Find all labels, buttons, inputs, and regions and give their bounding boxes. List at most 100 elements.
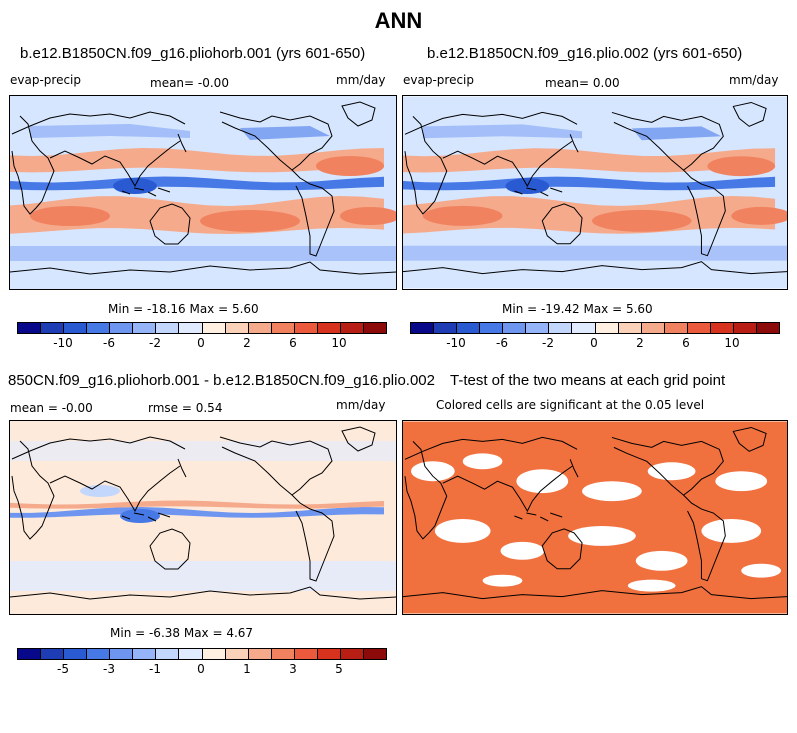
coastline — [732, 426, 767, 452]
colorbar-swatch — [132, 649, 156, 659]
coastline — [177, 458, 187, 478]
coastline — [49, 140, 181, 188]
colorbar-tick-label: 1 — [243, 662, 251, 676]
colorbar-swatch — [109, 323, 133, 333]
so-diff — [10, 561, 396, 591]
non-significant-area — [715, 471, 768, 492]
pacific-evap-core — [200, 210, 300, 232]
coastline — [121, 187, 171, 197]
colorbar-swatch — [571, 323, 595, 333]
colorbar-tick-label: 2 — [636, 336, 644, 350]
coastline — [121, 512, 171, 522]
satl-evap-core — [731, 206, 787, 225]
coastline — [10, 586, 396, 600]
panel1-minmax: Min = -18.16 Max = 5.60 — [108, 302, 259, 316]
nh-evap-band — [403, 148, 776, 173]
coastline — [177, 133, 187, 153]
colorbar-swatch — [224, 323, 248, 333]
colorbar-swatch — [40, 649, 64, 659]
coastline — [149, 528, 191, 570]
itcz-band — [403, 176, 776, 191]
na-storm-track — [240, 126, 330, 140]
na-storm-track — [631, 126, 722, 141]
coastline — [149, 203, 191, 245]
colorbar-swatch — [86, 323, 110, 333]
colorbar-swatch — [755, 323, 779, 333]
colorbar-swatch — [502, 323, 526, 333]
coastline — [403, 261, 787, 275]
colorbar-swatch — [247, 323, 271, 333]
nh-storm-track — [422, 124, 583, 139]
colorbar-swatch — [316, 649, 340, 659]
colorbar-swatch — [201, 649, 225, 659]
nh-evap-band — [10, 148, 384, 173]
coastline — [11, 115, 55, 215]
panel3-map — [9, 420, 397, 615]
non-significant-area — [627, 579, 676, 592]
colorbar-swatch — [411, 323, 434, 333]
figure-title: ANN — [374, 8, 423, 33]
colorbar-tick-label: 0 — [197, 662, 205, 676]
colorbar-swatch — [155, 649, 179, 659]
colorbar-tick-label: -5 — [57, 662, 69, 676]
non-significant-area — [434, 518, 491, 543]
coastlines — [403, 426, 787, 600]
coastlines — [403, 101, 787, 275]
coastline — [10, 261, 396, 275]
colorbar-tick-label: -6 — [103, 336, 115, 350]
colorbar-tick-label: 10 — [331, 336, 347, 350]
coastline — [291, 494, 335, 582]
panel3-rmse-label: rmse = 0.54 — [148, 401, 223, 415]
southern-ocean-band — [403, 245, 787, 261]
non-significant-area — [462, 453, 503, 470]
nh-storm-track — [30, 124, 190, 138]
colorbar-tick-label: -2 — [149, 336, 161, 350]
non-significant-area — [516, 469, 569, 494]
colorbar-swatch — [293, 649, 317, 659]
coastline — [404, 111, 578, 135]
colorbar-swatch — [640, 323, 664, 333]
panel2-map — [402, 95, 788, 290]
coastline — [11, 440, 55, 540]
panel3-colorbar-ticks: -5 -3 -1 0 1 3 5 — [17, 662, 385, 676]
satl-evap-core — [340, 207, 396, 225]
coastline — [11, 111, 186, 135]
colorbar-tick-label: -10 — [446, 336, 466, 350]
colorbar-swatch — [201, 323, 225, 333]
colorbar-swatch — [270, 323, 294, 333]
panel1-mean-label: mean= -0.00 — [150, 76, 229, 90]
panel1-colorbar — [17, 322, 387, 334]
colorbar-swatch — [40, 323, 64, 333]
colorbar-swatch — [109, 649, 133, 659]
panel2-minmax: Min = -19.42 Max = 5.60 — [502, 302, 653, 316]
colorbar-swatch — [178, 323, 202, 333]
coastline — [403, 586, 787, 600]
coastline — [611, 111, 724, 171]
coastline — [683, 169, 726, 257]
colorbar-swatch — [86, 649, 110, 659]
colorbar-swatch — [548, 323, 572, 333]
colorbar-swatch — [316, 323, 340, 333]
colorbar-swatch — [362, 323, 386, 333]
coastline — [514, 512, 563, 522]
coastline — [611, 436, 724, 496]
non-significant-area — [500, 541, 545, 560]
colorbar-swatch — [433, 323, 457, 333]
colorbar-swatch — [362, 649, 386, 659]
southern-ocean-band — [10, 246, 396, 261]
non-significant-area — [582, 481, 642, 502]
coastline — [404, 436, 578, 460]
colorbar-swatch — [155, 323, 179, 333]
colorbar-swatch — [247, 649, 271, 659]
panel2-units-label: mm/day — [729, 73, 779, 87]
colorbar-swatch — [663, 323, 687, 333]
colorbar-tick-label: 6 — [682, 336, 690, 350]
colorbar-tick-label: 2 — [243, 336, 251, 350]
indian-evap-core — [30, 206, 110, 226]
panel2-title: b.e12.B1850CN.f09_g16.plio.002 (yrs 601-… — [427, 45, 743, 62]
panel2-colorbar — [410, 322, 780, 334]
panel1-colorbar-ticks: -10 -6 -2 0 2 6 10 — [17, 336, 385, 350]
coastline — [442, 465, 573, 513]
itcz-band — [10, 176, 384, 191]
coastline — [442, 140, 573, 188]
